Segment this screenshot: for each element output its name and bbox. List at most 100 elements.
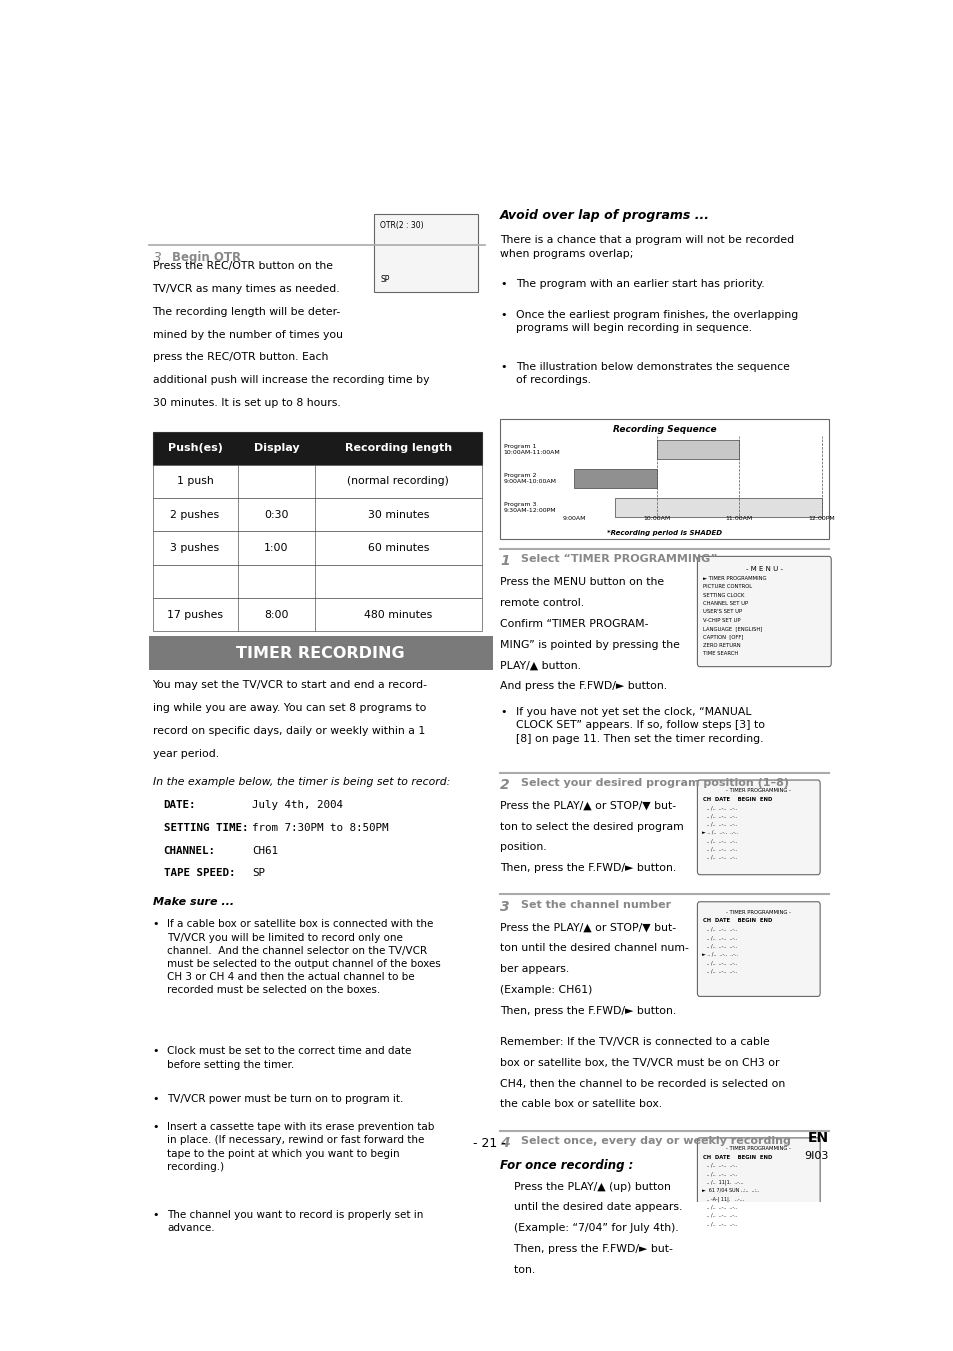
Text: •: •: [152, 920, 159, 929]
Bar: [152, 465, 481, 499]
Text: .. /..  ..-..  ..-..: .. /.. ..-.. ..-..: [701, 847, 737, 851]
Text: TV/VCR as many times as needed.: TV/VCR as many times as needed.: [152, 284, 340, 293]
Text: .. /..  ..-..  ..-..: .. /.. ..-.. ..-..: [701, 935, 737, 940]
Text: (Example: CH61): (Example: CH61): [499, 985, 592, 994]
Text: ► .. /..  ..-..  ..-..: ► .. /.. ..-.. ..-..: [701, 830, 737, 835]
FancyBboxPatch shape: [697, 1138, 820, 1248]
Text: If you have not yet set the clock, “MANUAL
CLOCK SET” appears. If so, follow ste: If you have not yet set the clock, “MANU…: [516, 707, 764, 743]
Text: In the example below, the timer is being set to record:: In the example below, the timer is being…: [152, 777, 449, 786]
Text: CH4, then the channel to be recorded is selected on: CH4, then the channel to be recorded is …: [499, 1078, 784, 1089]
Text: The channel you want to record is properly set in
advance.: The channel you want to record is proper…: [167, 1209, 423, 1233]
Bar: [574, 469, 656, 488]
Text: ► TIMER PROGRAMMING: ► TIMER PROGRAMMING: [702, 576, 766, 581]
Text: 11:00AM: 11:00AM: [724, 516, 752, 521]
Text: Program 2
9:00AM-10:00AM: Program 2 9:00AM-10:00AM: [503, 473, 557, 484]
Text: CHANNEL SET UP: CHANNEL SET UP: [702, 601, 748, 607]
Text: - TIMER PROGRAMMING -: - TIMER PROGRAMMING -: [725, 911, 790, 915]
Text: •: •: [499, 278, 506, 289]
Text: Display: Display: [253, 443, 299, 453]
Text: - 21 -: - 21 -: [472, 1138, 505, 1151]
Text: •: •: [152, 1209, 159, 1220]
Text: 2 pushes: 2 pushes: [171, 509, 219, 520]
Text: Select once, every day or weekly recording: Select once, every day or weekly recordi…: [520, 1136, 790, 1146]
Text: TAPE SPEED:: TAPE SPEED:: [164, 869, 234, 878]
Text: 3 pushes: 3 pushes: [171, 543, 219, 553]
Text: LANGUAGE  [ENGLISH]: LANGUAGE [ENGLISH]: [702, 626, 761, 631]
Text: Select “TIMER PROGRAMMING”: Select “TIMER PROGRAMMING”: [520, 554, 717, 565]
Text: .. /..  ..-..  ..-..: .. /.. ..-.. ..-..: [701, 839, 737, 843]
FancyBboxPatch shape: [697, 780, 820, 874]
Text: Then, press the F.FWD/► but-: Then, press the F.FWD/► but-: [499, 1244, 672, 1254]
Text: DATE:: DATE:: [164, 800, 196, 809]
Text: - M E N U -: - M E N U -: [745, 566, 782, 571]
Text: CH  DATE    BEGIN  END: CH DATE BEGIN END: [701, 797, 771, 801]
Text: 1:00: 1:00: [264, 543, 289, 553]
Text: CH  DATE    BEGIN  END: CH DATE BEGIN END: [701, 919, 771, 923]
Text: (Example: “7/04” for July 4th).: (Example: “7/04” for July 4th).: [499, 1223, 678, 1233]
Text: ton to select the desired program: ton to select the desired program: [499, 821, 683, 832]
Text: CH  DATE    BEGIN  END: CH DATE BEGIN END: [701, 1155, 771, 1159]
Text: .. /..  ..-..  ..-..: .. /.. ..-.. ..-..: [701, 821, 737, 827]
Text: Remember: If the TV/VCR is connected to a cable: Remember: If the TV/VCR is connected to …: [499, 1038, 769, 1047]
Text: 12:00PM: 12:00PM: [807, 516, 834, 521]
Bar: [149, 636, 492, 670]
Text: remote control.: remote control.: [499, 598, 583, 608]
Text: 0:30: 0:30: [264, 509, 289, 520]
Text: Confirm “TIMER PROGRAM-: Confirm “TIMER PROGRAM-: [499, 619, 648, 628]
Text: •: •: [499, 309, 506, 320]
Text: SETTING TIME:: SETTING TIME:: [164, 823, 248, 832]
Text: Recording Sequence: Recording Sequence: [612, 426, 716, 434]
Text: Press the PLAY/▲ or STOP/▼ but-: Press the PLAY/▲ or STOP/▼ but-: [499, 923, 676, 932]
Text: Recording length: Recording length: [344, 443, 452, 453]
Text: from 7:30PM to 8:50PM: from 7:30PM to 8:50PM: [252, 823, 389, 832]
Text: box or satellite box, the TV/VCR must be on CH3 or: box or satellite box, the TV/VCR must be…: [499, 1058, 779, 1067]
Text: Begin OTR: Begin OTR: [172, 250, 241, 263]
Text: 3: 3: [152, 250, 161, 265]
Bar: [152, 499, 481, 531]
Text: CHANNEL:: CHANNEL:: [164, 846, 215, 855]
Text: Set the channel number: Set the channel number: [520, 900, 670, 909]
Text: 9I03: 9I03: [803, 1151, 828, 1161]
Text: You may set the TV/VCR to start and end a record-: You may set the TV/VCR to start and end …: [152, 680, 427, 690]
Text: ing while you are away. You can set 8 programs to: ing while you are away. You can set 8 pr…: [152, 703, 425, 713]
Text: Clock must be set to the correct time and date
before setting the timer.: Clock must be set to the correct time an…: [167, 1047, 412, 1070]
Text: MING” is pointed by pressing the: MING” is pointed by pressing the: [499, 639, 679, 650]
Text: Avoid over lap of programs ...: Avoid over lap of programs ...: [499, 209, 709, 222]
Text: Program 1
10:00AM-11:00AM: Program 1 10:00AM-11:00AM: [503, 444, 559, 455]
Text: For once recording :: For once recording :: [499, 1159, 633, 1171]
Text: .. /..  ..-..  ..-..: .. /.. ..-.. ..-..: [701, 1221, 737, 1227]
Text: Press the PLAY/▲ or STOP/▼ but-: Press the PLAY/▲ or STOP/▼ but-: [499, 801, 676, 811]
Text: Press the REC/OTR button on the: Press the REC/OTR button on the: [152, 261, 333, 272]
Text: July 4th, 2004: July 4th, 2004: [252, 800, 343, 809]
Text: additional push will increase the recording time by: additional push will increase the record…: [152, 376, 429, 385]
Text: .. /..  ..-..  ..-..: .. /.. ..-.. ..-..: [701, 943, 737, 948]
Text: 9:00AM: 9:00AM: [561, 516, 585, 521]
Text: .. -A-| 11|.   ..-...: .. -A-| 11|. ..-...: [701, 1196, 743, 1201]
Text: ton until the desired channel num-: ton until the desired channel num-: [499, 943, 688, 954]
Text: TV/VCR power must be turn on to program it.: TV/VCR power must be turn on to program …: [167, 1094, 403, 1104]
Text: OTR(2 : 30): OTR(2 : 30): [380, 222, 423, 231]
Text: •: •: [499, 707, 506, 717]
Text: If a cable box or satellite box is connected with the
TV/VCR you will be limited: If a cable box or satellite box is conne…: [167, 920, 440, 996]
Text: position.: position.: [499, 843, 546, 852]
Text: Insert a cassette tape with its erase prevention tab
in place. (If necessary, re: Insert a cassette tape with its erase pr…: [167, 1123, 435, 1171]
Text: .. /..  ..-..  ..-..: .. /.. ..-.. ..-..: [701, 1171, 737, 1177]
Text: Then, press the F.FWD/► button.: Then, press the F.FWD/► button.: [499, 863, 676, 873]
Text: Make sure ...: Make sure ...: [152, 897, 233, 907]
Text: TIMER RECORDING: TIMER RECORDING: [236, 646, 405, 661]
Text: 2: 2: [499, 778, 509, 792]
Text: The illustration below demonstrates the sequence
of recordings.: The illustration below demonstrates the …: [516, 362, 789, 385]
Text: There is a chance that a program will not be recorded
when programs overlap;: There is a chance that a program will no…: [499, 235, 793, 259]
Text: year period.: year period.: [152, 748, 218, 759]
Text: - TIMER PROGRAMMING -: - TIMER PROGRAMMING -: [725, 789, 790, 793]
Bar: [152, 598, 481, 631]
Text: mined by the number of times you: mined by the number of times you: [152, 330, 342, 339]
Text: the cable box or satellite box.: the cable box or satellite box.: [499, 1100, 661, 1109]
Text: USER'S SET UP: USER'S SET UP: [702, 609, 741, 615]
Text: The program with an earlier start has priority.: The program with an earlier start has pr…: [516, 278, 764, 289]
Text: TIME SEARCH: TIME SEARCH: [702, 651, 738, 657]
Text: - TIMER PROGRAMMING -: - TIMER PROGRAMMING -: [725, 1146, 790, 1151]
Text: 60 minutes: 60 minutes: [367, 543, 429, 553]
Text: ► .. /..  ..-..  ..-..: ► .. /.. ..-.. ..-..: [701, 951, 737, 957]
Text: .. /..  ..-..  ..-..: .. /.. ..-.. ..-..: [701, 1163, 737, 1167]
